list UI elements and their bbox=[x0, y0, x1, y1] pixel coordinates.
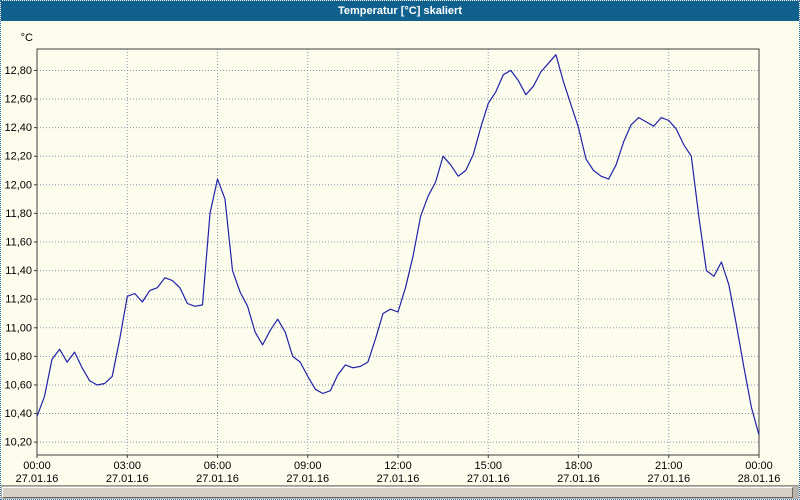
svg-text:27.01.16: 27.01.16 bbox=[196, 473, 239, 485]
chart-title: Temperatur [°C] skaliert bbox=[337, 5, 462, 17]
svg-text:27.01.16: 27.01.16 bbox=[647, 473, 690, 485]
svg-text:12,60: 12,60 bbox=[4, 94, 32, 106]
svg-text:28.01.16: 28.01.16 bbox=[738, 473, 781, 485]
x-grid-and-labels: 00:0027.01.1603:0027.01.1606:0027.01.160… bbox=[16, 49, 781, 485]
plot-border bbox=[36, 48, 760, 456]
svg-text:27.01.16: 27.01.16 bbox=[16, 473, 59, 485]
svg-text:11,80: 11,80 bbox=[5, 208, 32, 220]
svg-text:06:00: 06:00 bbox=[204, 460, 232, 472]
svg-text:27.01.16: 27.01.16 bbox=[467, 473, 510, 485]
svg-text:10,40: 10,40 bbox=[4, 408, 32, 420]
svg-text:15:00: 15:00 bbox=[474, 460, 502, 472]
svg-text:18:00: 18:00 bbox=[565, 460, 593, 472]
svg-text:00:00: 00:00 bbox=[745, 460, 773, 472]
svg-text:12,80: 12,80 bbox=[4, 65, 32, 77]
svg-text:11,40: 11,40 bbox=[5, 265, 32, 277]
y-grid-and-labels: 10,20 10,40 10,60 10,80 11,00 11,20 11,40 11,60… bbox=[4, 65, 759, 449]
temperature-line-chart: 10,20 10,40 10,60 10,80 11,00 11,20 11,40 11,60… bbox=[4, 32, 781, 485]
horizontal-scrollbar[interactable] bbox=[1, 485, 799, 499]
svg-text:11,00: 11,00 bbox=[5, 322, 32, 334]
svg-text:12:00: 12:00 bbox=[384, 460, 412, 472]
scrollbar-thumb[interactable] bbox=[2, 487, 793, 498]
svg-text:12,40: 12,40 bbox=[4, 122, 32, 134]
svg-text:11,20: 11,20 bbox=[5, 294, 32, 306]
svg-text:27.01.16: 27.01.16 bbox=[557, 473, 600, 485]
svg-text:21:00: 21:00 bbox=[655, 460, 683, 472]
svg-text:11,60: 11,60 bbox=[5, 236, 32, 248]
svg-text:27.01.16: 27.01.16 bbox=[377, 473, 420, 485]
svg-text:27.01.16: 27.01.16 bbox=[286, 473, 329, 485]
svg-text:03:00: 03:00 bbox=[113, 460, 141, 472]
svg-text:10,80: 10,80 bbox=[4, 351, 32, 363]
svg-text:10,20: 10,20 bbox=[4, 437, 32, 449]
y-axis-unit-label: °C bbox=[21, 32, 33, 44]
svg-text:27.01.16: 27.01.16 bbox=[106, 473, 149, 485]
chart-title-bar: Temperatur [°C] skaliert bbox=[1, 1, 799, 21]
svg-text:10,60: 10,60 bbox=[4, 379, 32, 391]
svg-text:12,00: 12,00 bbox=[4, 179, 32, 191]
temperature-series-line bbox=[36, 54, 760, 436]
svg-text:12,20: 12,20 bbox=[4, 151, 32, 163]
chart-area: 10,20 10,40 10,60 10,80 11,00 11,20 11,40 11,60… bbox=[1, 21, 799, 485]
svg-text:00:00: 00:00 bbox=[23, 460, 51, 472]
svg-text:09:00: 09:00 bbox=[294, 460, 322, 472]
